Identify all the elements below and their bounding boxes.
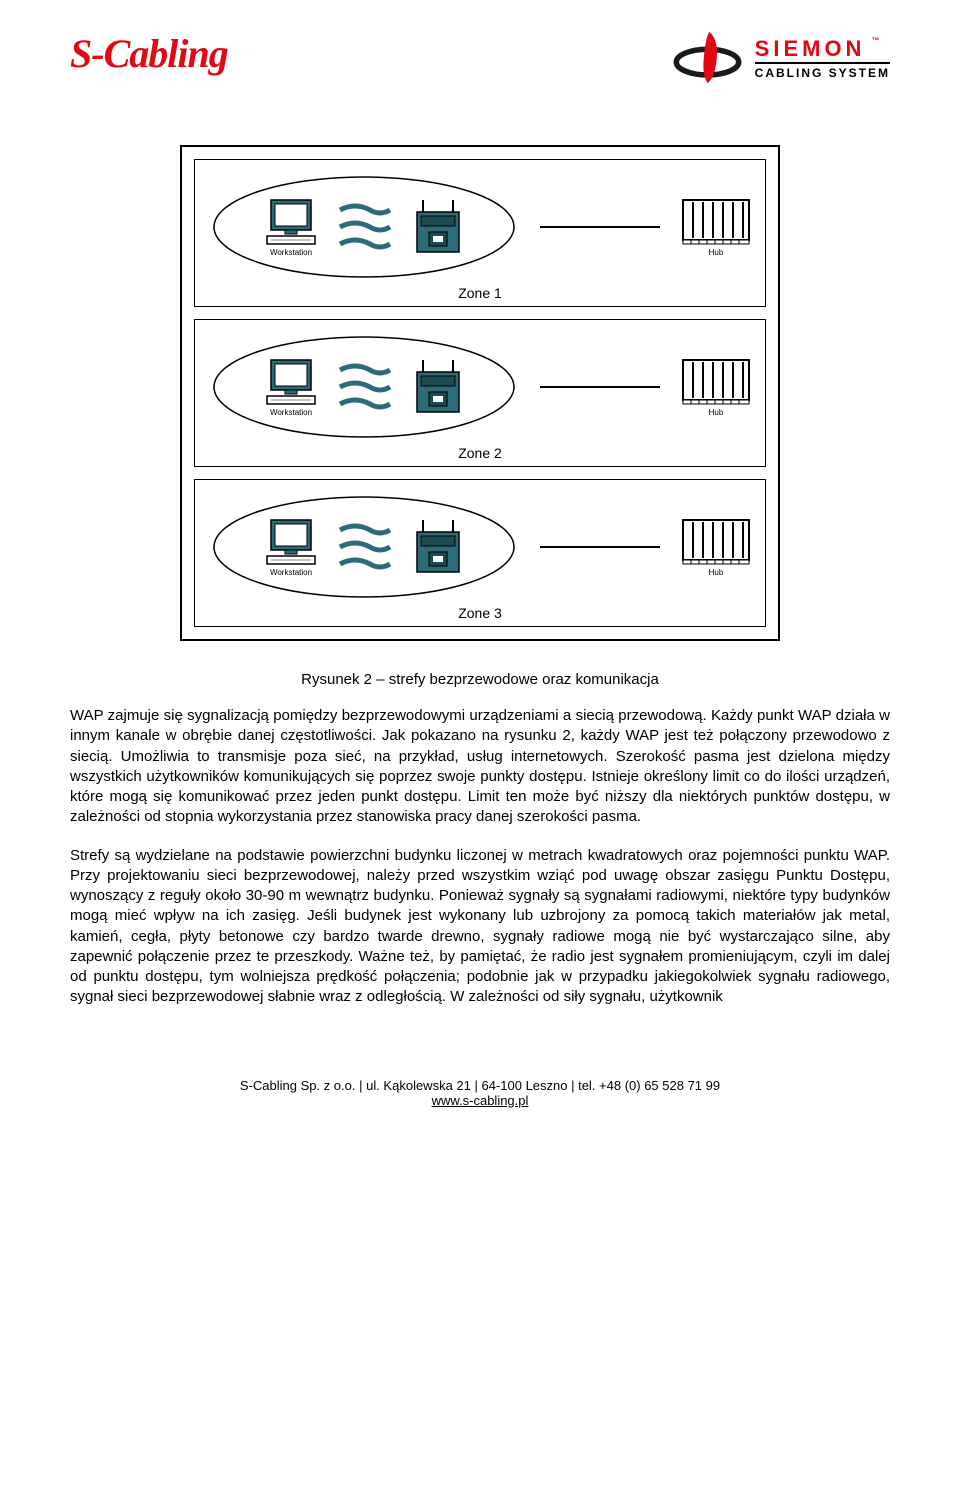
workstation-label: Workstation [270,408,312,417]
workstation-label: Workstation [270,568,312,577]
workstation-label: Workstation [270,248,312,257]
zone-row: Workstation [209,332,751,442]
hub-icon: Hub [681,358,751,417]
hub-label: Hub [709,408,724,417]
diagram-container: Workstation [180,145,780,641]
zone-label: Zone 3 [209,606,751,620]
zone-label: Zone 1 [209,286,751,300]
zone-row: Workstation [209,492,751,602]
figure-caption: Rysunek 2 – strefy bezprzewodowe oraz ko… [70,671,890,688]
siemon-name-text: SIEMON [755,36,866,61]
workstation-icon: Workstation [265,358,317,417]
wap-device-icon [413,518,463,576]
paragraph-1: WAP zajmuje się sygnalizacją pomiędzy be… [70,706,890,828]
cable-line [540,543,660,551]
siemon-swoosh-icon [670,30,745,85]
wap-device-icon [413,358,463,416]
zone-row: Workstation [209,172,751,282]
zone-box: Workstation [194,159,766,307]
hub-icon: Hub [681,198,751,257]
cable-line [540,383,660,391]
wap-device-icon [413,198,463,256]
page-header: S-Cabling SIEMON ™ CABLING SYSTEM [70,30,890,85]
siemon-text: SIEMON ™ CABLING SYSTEM [755,36,890,80]
wireless-waves-icon [335,202,395,252]
wireless-waves-icon [335,362,395,412]
siemon-tm: ™ [871,36,879,45]
hub-label: Hub [709,248,724,257]
workstation-icon: Workstation [265,198,317,257]
workstation-icon: Workstation [265,518,317,577]
cable-line [540,223,660,231]
zone-box: Workstation [194,319,766,467]
footer-link[interactable]: www.s-cabling.pl [432,1093,529,1108]
footer-address: S-Cabling Sp. z o.o. | ul. Kąkolewska 21… [70,1078,890,1093]
siemon-subtitle: CABLING SYSTEM [755,62,890,80]
wireless-oval: Workstation [209,492,519,602]
wireless-waves-icon [335,522,395,572]
hub-icon: Hub [681,518,751,577]
wireless-oval: Workstation [209,172,519,282]
hub-label: Hub [709,568,724,577]
logo-siemon: SIEMON ™ CABLING SYSTEM [670,30,890,85]
zone-label: Zone 2 [209,446,751,460]
page-footer: S-Cabling Sp. z o.o. | ul. Kąkolewska 21… [70,1078,890,1108]
logo-s-cabling: S-Cabling [70,30,228,77]
wireless-oval: Workstation [209,332,519,442]
zone-box: Workstation [194,479,766,627]
paragraph-2: Strefy są wydzielane na podstawie powier… [70,846,890,1008]
siemon-name: SIEMON ™ [755,36,866,62]
